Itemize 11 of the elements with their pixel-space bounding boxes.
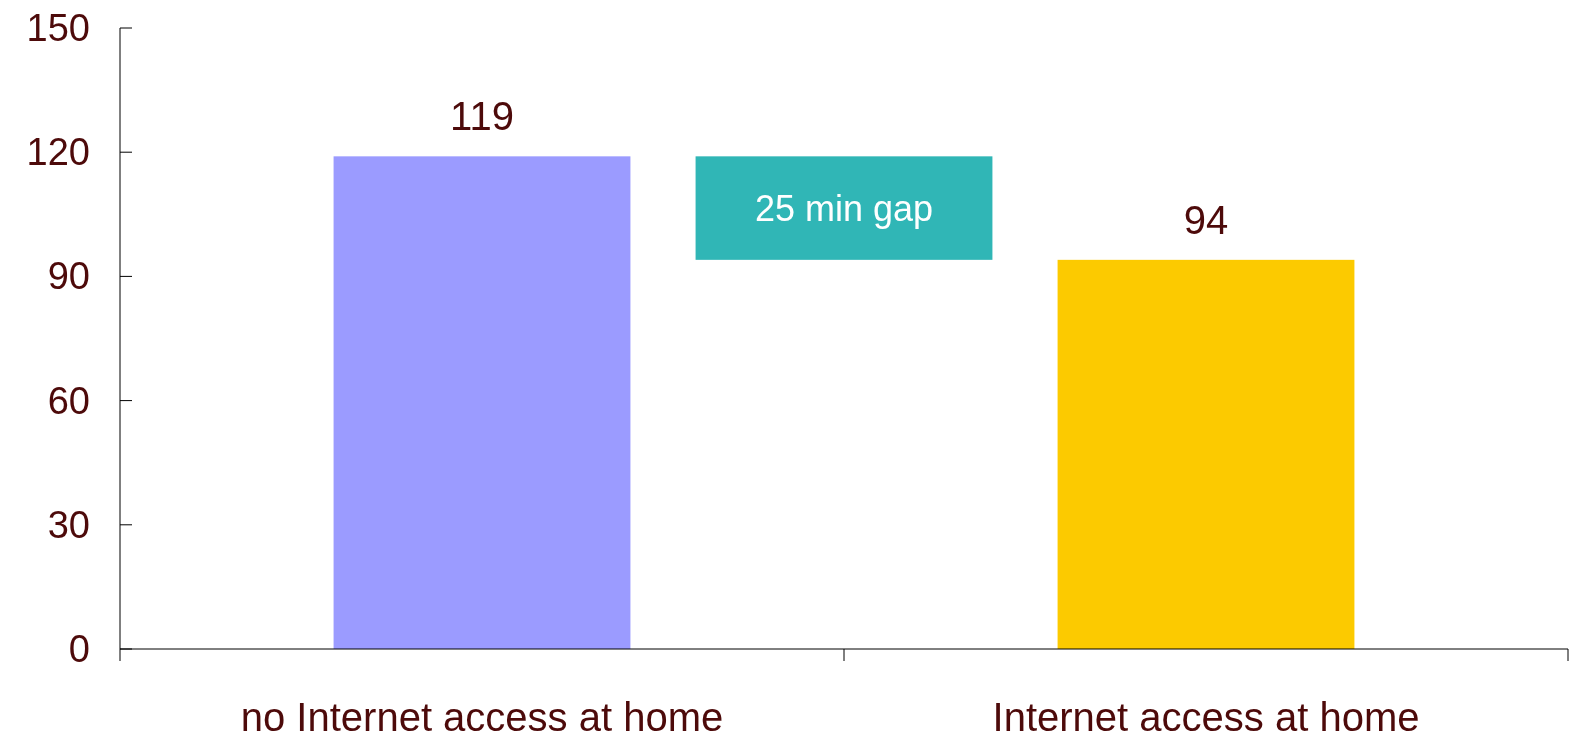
x-tick-label: no Internet access at home (240, 695, 724, 737)
data-label: 94 (1183, 197, 1229, 242)
y-tick-label: 60 (47, 379, 90, 422)
y-tick-label: 90 (47, 255, 90, 298)
data-label: 119 (450, 94, 514, 139)
y-tick-label: 30 (47, 503, 90, 546)
y-tick-label: 150 (26, 7, 90, 49)
data-label: 25 min gap (754, 188, 934, 230)
x-tick-label: Internet access at home (992, 695, 1420, 737)
y-tick-label: 0 (68, 628, 90, 670)
y-tick-label: 120 (26, 131, 90, 174)
